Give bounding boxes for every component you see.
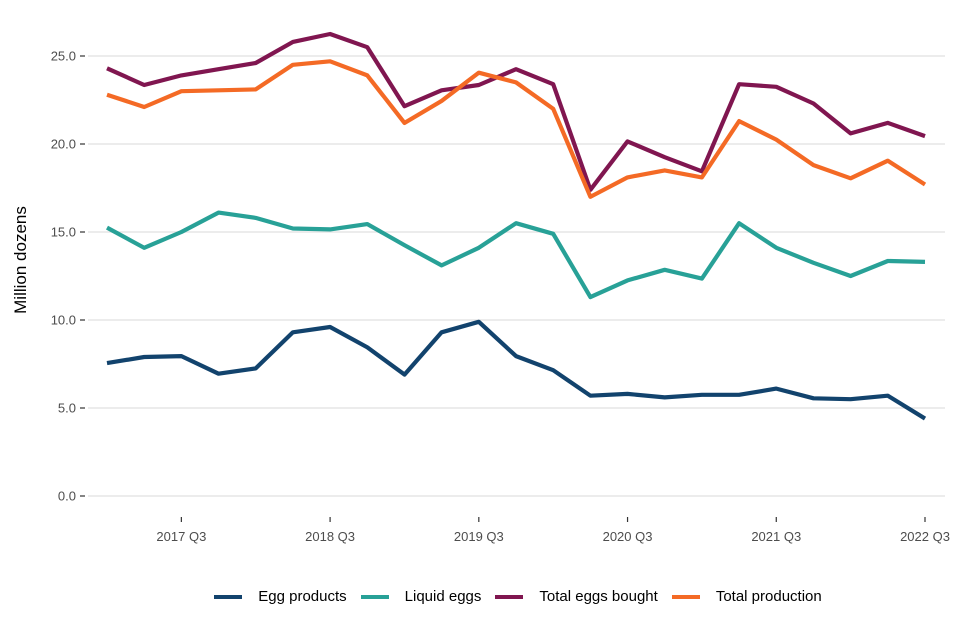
gridlines (88, 55, 945, 497)
legend-item-total-eggs-bought: Total eggs bought (495, 588, 658, 605)
x-tick-label: 2022 Q3 (900, 529, 950, 544)
x-tick-label: 2020 Q3 (603, 529, 653, 544)
series-line-liquid-eggs (105, 210, 926, 300)
legend-item-liquid-eggs: Liquid eggs (360, 588, 482, 605)
legend-label: Egg products (258, 588, 347, 605)
y-tick-label: 5.0 (58, 401, 76, 416)
legend-item-total-production: Total production (671, 588, 822, 605)
legend-swatch (671, 594, 700, 599)
legend-swatch (360, 594, 389, 599)
legend-swatch (495, 594, 524, 599)
x-axis: 2017 Q3 2018 Q3 2019 Q3 2020 Q3 2021 Q3 2022 … (156, 517, 950, 544)
line-chart: 0.05.010.015.020.025.0 2017 Q3 2018 Q3 201… (11, 31, 950, 544)
series-lines (105, 31, 927, 421)
x-tick-label: 2021 Q3 (751, 529, 801, 544)
legend: Egg products Liquid eggs Total eggs bought… (0, 588, 960, 605)
x-tick-label: 2018 Q3 (305, 529, 355, 544)
series-line-total-production (106, 59, 927, 199)
legend-swatch (214, 594, 243, 599)
series-line-total-eggs-bought (106, 31, 926, 192)
legend-label: Total eggs bought (539, 588, 658, 605)
y-tick-label: 25.0 (51, 49, 76, 64)
y-tick-label: 15.0 (51, 225, 76, 240)
y-tick-label: 10.0 (51, 313, 76, 328)
y-axis: 0.0 5.0 10.0 15.0 20.0 25.0 (51, 49, 85, 504)
legend-item-egg-products: Egg products (214, 588, 347, 605)
legend-label: Liquid eggs (404, 588, 482, 605)
legend-label: Total production (715, 588, 822, 605)
x-tick-label: 2019 Q3 (454, 529, 504, 544)
y-tick-label: 20.0 (51, 137, 76, 152)
x-tick-label: 2017 Q3 (156, 529, 206, 544)
y-tick-label: 0.0 (58, 489, 76, 504)
series-line-egg-products (106, 319, 927, 421)
y-axis-title: Million dozens (11, 206, 30, 314)
